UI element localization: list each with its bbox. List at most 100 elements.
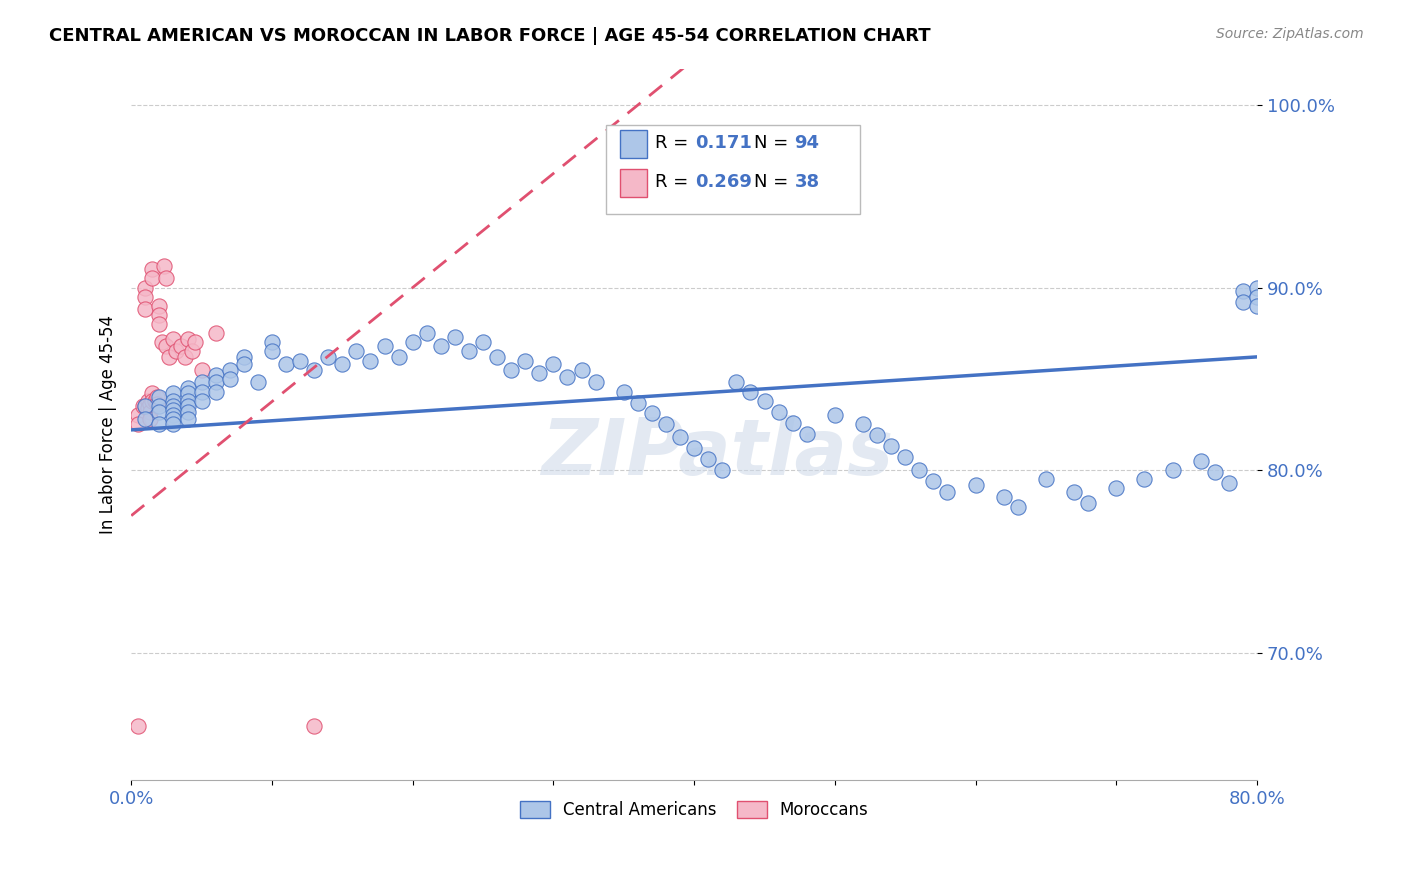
Point bbox=[613, 384, 636, 399]
Point bbox=[627, 395, 650, 409]
FancyBboxPatch shape bbox=[606, 126, 859, 214]
Point bbox=[824, 409, 846, 423]
Point bbox=[641, 407, 664, 421]
Point bbox=[472, 335, 495, 350]
Point bbox=[1133, 472, 1156, 486]
Point bbox=[768, 404, 790, 418]
Point bbox=[148, 404, 170, 418]
Point bbox=[138, 404, 160, 418]
Point bbox=[274, 357, 297, 371]
Point bbox=[176, 399, 198, 413]
Point bbox=[754, 393, 776, 408]
Text: N =: N = bbox=[754, 135, 794, 153]
Point bbox=[993, 491, 1015, 505]
Point bbox=[134, 399, 156, 413]
Point bbox=[136, 401, 159, 415]
Point bbox=[330, 357, 353, 371]
FancyBboxPatch shape bbox=[620, 169, 647, 197]
Text: R =: R = bbox=[655, 173, 693, 192]
Point bbox=[148, 417, 170, 432]
Point bbox=[183, 335, 205, 350]
Point bbox=[136, 393, 159, 408]
Point bbox=[155, 339, 177, 353]
Point bbox=[190, 393, 212, 408]
Point bbox=[1232, 284, 1254, 298]
Text: R =: R = bbox=[655, 135, 693, 153]
Point bbox=[1246, 280, 1268, 294]
Point bbox=[852, 417, 875, 432]
Point bbox=[148, 399, 170, 413]
Point bbox=[148, 299, 170, 313]
Point bbox=[176, 393, 198, 408]
Point bbox=[138, 397, 160, 411]
Point bbox=[260, 344, 283, 359]
Point bbox=[697, 452, 720, 467]
Point bbox=[1204, 465, 1226, 479]
Point bbox=[134, 399, 156, 413]
Point bbox=[374, 339, 396, 353]
Point bbox=[232, 350, 254, 364]
Point bbox=[922, 474, 945, 488]
Point bbox=[190, 376, 212, 390]
Point bbox=[150, 335, 173, 350]
Point bbox=[176, 412, 198, 426]
Point bbox=[176, 404, 198, 418]
Point bbox=[1063, 485, 1085, 500]
Point bbox=[402, 335, 425, 350]
Point bbox=[515, 353, 537, 368]
Legend: Central Americans, Moroccans: Central Americans, Moroccans bbox=[513, 794, 876, 825]
Point bbox=[232, 357, 254, 371]
Point bbox=[134, 412, 156, 426]
Point bbox=[458, 344, 481, 359]
Point bbox=[131, 399, 153, 413]
Point bbox=[162, 386, 184, 401]
Point bbox=[218, 362, 240, 376]
Point bbox=[782, 416, 804, 430]
Point bbox=[190, 362, 212, 376]
Point bbox=[218, 372, 240, 386]
Point bbox=[152, 259, 174, 273]
Point bbox=[557, 370, 579, 384]
Point bbox=[1232, 295, 1254, 310]
Point bbox=[134, 290, 156, 304]
Text: 38: 38 bbox=[794, 173, 820, 192]
Point bbox=[894, 450, 917, 465]
Point bbox=[134, 302, 156, 317]
Point bbox=[162, 332, 184, 346]
Point bbox=[148, 308, 170, 322]
Point bbox=[669, 430, 692, 444]
Point bbox=[204, 376, 226, 390]
Y-axis label: In Labor Force | Age 45-54: In Labor Force | Age 45-54 bbox=[100, 315, 117, 534]
Point bbox=[155, 271, 177, 285]
Point bbox=[1077, 496, 1099, 510]
Point bbox=[1246, 290, 1268, 304]
Point bbox=[543, 357, 565, 371]
Point bbox=[501, 362, 523, 376]
Point bbox=[148, 317, 170, 331]
Point bbox=[302, 718, 325, 732]
Point bbox=[655, 417, 678, 432]
Point bbox=[162, 409, 184, 423]
Point bbox=[1246, 299, 1268, 313]
Point bbox=[388, 350, 411, 364]
Text: 0.171: 0.171 bbox=[696, 135, 752, 153]
Point bbox=[141, 262, 163, 277]
Text: 0.269: 0.269 bbox=[696, 173, 752, 192]
Point bbox=[486, 350, 509, 364]
Point bbox=[141, 393, 163, 408]
Point bbox=[157, 350, 180, 364]
Point bbox=[316, 350, 339, 364]
Point bbox=[165, 344, 187, 359]
Point bbox=[180, 344, 202, 359]
Point bbox=[1105, 481, 1128, 495]
Point bbox=[141, 271, 163, 285]
Point bbox=[1035, 472, 1057, 486]
FancyBboxPatch shape bbox=[620, 129, 647, 158]
Point bbox=[134, 280, 156, 294]
Point bbox=[141, 386, 163, 401]
Point bbox=[302, 362, 325, 376]
Point bbox=[359, 353, 381, 368]
Point bbox=[162, 412, 184, 426]
Point bbox=[416, 326, 439, 340]
Point bbox=[444, 330, 467, 344]
